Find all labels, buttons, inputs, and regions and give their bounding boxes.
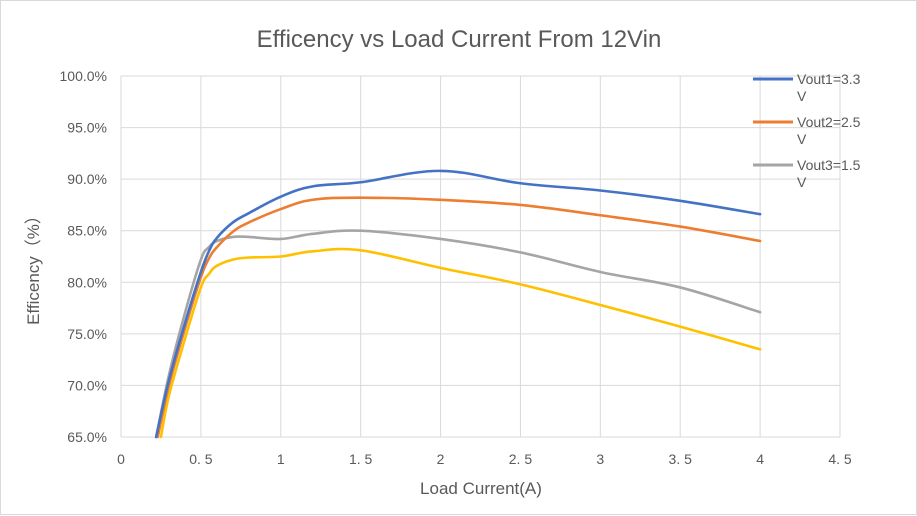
x-tick-label: 2. 5 [509, 451, 533, 467]
y-tick-label: 95.0% [67, 120, 107, 136]
x-tick-label: 1. 5 [349, 451, 373, 467]
y-tick-label: 65.0% [67, 429, 107, 445]
x-tick-label: 1 [277, 451, 285, 467]
y-tick-label: 70.0% [67, 377, 107, 393]
y-tick-labels: 65.0% 70.0% 75.0% 80.0% 85.0% 90.0% 95.0% 100.0… [60, 68, 107, 445]
series-lines [154, 169, 762, 439]
y-tick-label: 80.0% [67, 274, 107, 290]
x-tick-label: 2 [437, 451, 445, 467]
legend-label: Vout1=3.3 V [797, 71, 861, 104]
y-tick-label: 90.0% [67, 171, 107, 187]
chart-title: Efficency vs Load Current From 12Vin [257, 26, 662, 53]
legend: Vout1=3.3 V Vout2=2.5 V Vout3=1.5 V [753, 71, 861, 190]
series-line-2 [156, 196, 762, 439]
y-axis-title: Efficency（%） [24, 207, 43, 325]
series-line-1 [154, 169, 762, 439]
grid [120, 75, 841, 438]
x-tick-labels: 0 0. 5 1 1. 5 2 2. 5 3 3. 5 4 4. 5 [117, 451, 852, 467]
x-tick-label: 3. 5 [669, 451, 693, 467]
x-axis-title: Load Current(A) [420, 479, 542, 498]
x-tick-label: 4 [756, 451, 764, 467]
x-tick-label: 0. 5 [189, 451, 213, 467]
y-tick-label: 85.0% [67, 223, 107, 239]
series-line-3 [154, 229, 762, 439]
x-tick-label: 4. 5 [828, 451, 852, 467]
legend-label: Vout2=2.5 V [797, 114, 861, 147]
y-tick-label: 100.0% [60, 68, 107, 84]
x-tick-label: 3 [596, 451, 604, 467]
x-tick-label: 0 [117, 451, 125, 467]
y-tick-label: 75.0% [67, 326, 107, 342]
legend-label: Vout3=1.5 V [797, 157, 861, 190]
series-line-4 [159, 247, 762, 439]
